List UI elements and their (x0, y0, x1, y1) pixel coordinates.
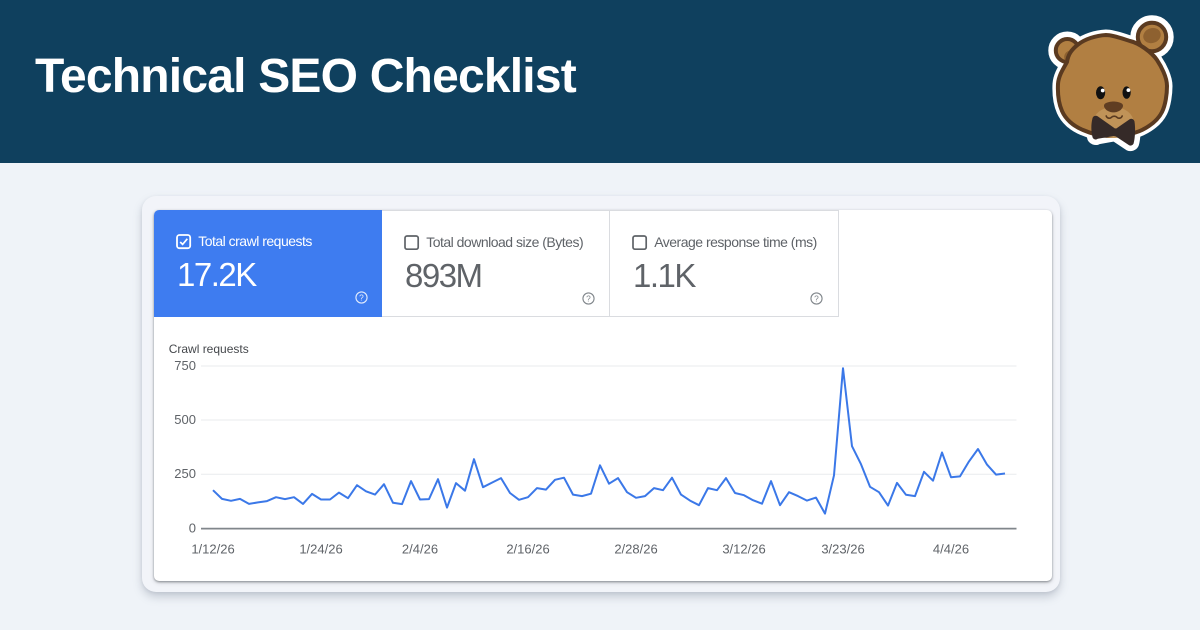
svg-text:0: 0 (189, 520, 196, 535)
svg-text:3/12/26: 3/12/26 (722, 542, 765, 557)
svg-text:?: ? (814, 293, 819, 303)
svg-text:2/4/26: 2/4/26 (402, 542, 438, 557)
svg-text:2/28/26: 2/28/26 (614, 542, 657, 557)
svg-text:?: ? (586, 293, 591, 303)
svg-text:500: 500 (174, 412, 196, 427)
svg-text:3/23/26: 3/23/26 (821, 542, 864, 557)
svg-text:2/16/26: 2/16/26 (506, 542, 549, 557)
svg-text:750: 750 (174, 358, 196, 373)
svg-text:1/24/26: 1/24/26 (299, 542, 342, 557)
svg-text:4/4/26: 4/4/26 (933, 542, 969, 557)
svg-text:250: 250 (174, 466, 196, 481)
svg-text:?: ? (359, 292, 364, 302)
svg-text:1/12/26: 1/12/26 (191, 542, 234, 557)
